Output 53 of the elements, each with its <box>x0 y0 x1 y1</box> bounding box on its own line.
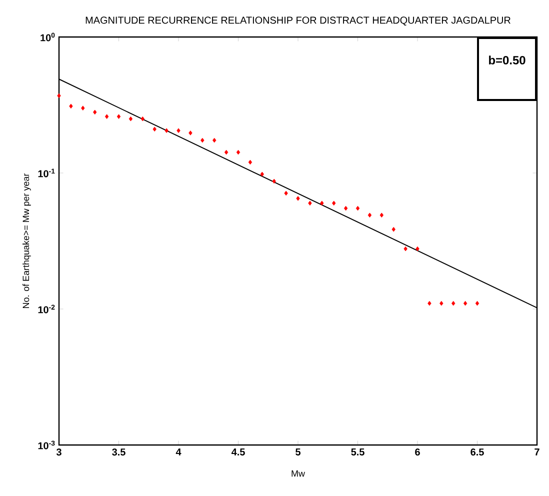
point <box>428 300 432 306</box>
point <box>440 300 444 306</box>
x-tick-label: 3.5 <box>112 448 126 456</box>
point <box>200 138 204 143</box>
point <box>320 200 324 206</box>
y-axis-title: No. of Earthquake>= Mw per year <box>22 173 31 308</box>
point <box>368 212 372 218</box>
y-tick-label: 10$^{-3}$ <box>38 440 55 450</box>
point <box>57 93 61 98</box>
point <box>152 126 156 132</box>
point <box>116 114 121 119</box>
point <box>212 138 216 143</box>
y-tick-label: 10$^{-1}$ <box>38 168 55 178</box>
point <box>164 128 168 133</box>
point <box>296 196 300 201</box>
point <box>356 206 360 211</box>
annotation: b=0.50 <box>489 56 526 64</box>
point <box>380 212 384 218</box>
point <box>475 300 480 306</box>
point <box>416 246 420 252</box>
point <box>69 104 73 109</box>
point <box>284 190 288 196</box>
x-tick-label: 5.5 <box>351 448 364 456</box>
point <box>404 246 408 252</box>
point <box>224 150 228 155</box>
x-tick-label: 6.5 <box>470 448 484 456</box>
point <box>128 116 133 122</box>
point <box>332 200 336 206</box>
x-tick-label: 4.5 <box>231 448 245 456</box>
point <box>104 114 109 119</box>
point <box>176 128 180 133</box>
chart-title: MAGNITUDE RECURRENCE RELATIONSHIP FOR DISTRACT HEADQUARTER JAGDALPUR <box>86 16 510 26</box>
x-tick-label: 5 <box>296 448 300 456</box>
point <box>463 300 468 306</box>
x-tick-label: 4 <box>176 448 182 456</box>
x-tick-label: 7 <box>534 448 540 456</box>
point <box>452 300 456 306</box>
x-tick-label: 3 <box>56 448 62 456</box>
point <box>392 226 396 232</box>
point <box>188 130 192 136</box>
point <box>344 206 348 211</box>
point <box>140 116 144 122</box>
point <box>93 110 97 115</box>
point <box>81 106 85 110</box>
point <box>272 178 276 184</box>
x-axis-title: Mw <box>292 470 306 477</box>
y-tick-label: 10$^{-2}$ <box>38 304 55 314</box>
x-tick-label: 6 <box>415 448 420 456</box>
point <box>260 172 264 177</box>
point <box>236 150 240 155</box>
point <box>248 160 252 165</box>
point <box>308 200 312 206</box>
y-tick-label: 10$^{0}$ <box>40 32 55 42</box>
